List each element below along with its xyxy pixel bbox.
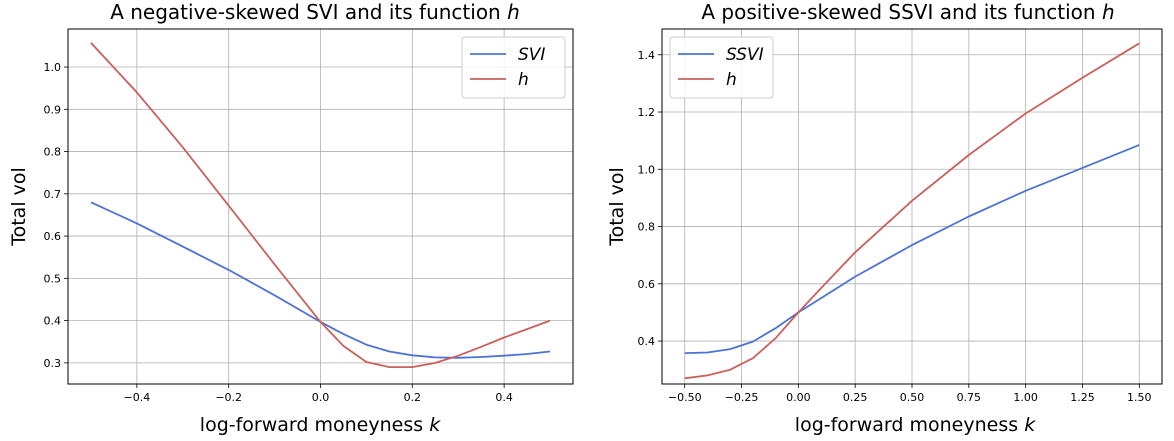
x-tick-label: 0.2 bbox=[404, 391, 422, 404]
x-tick-label: −0.25 bbox=[725, 391, 759, 404]
x-axis-label: log-forward moneyness k bbox=[200, 414, 441, 436]
y-tick-label: 0.4 bbox=[44, 315, 62, 328]
x-tick-label: 0.0 bbox=[312, 391, 330, 404]
legend: SVI h bbox=[461, 36, 566, 99]
chart-title: A negative-skewed SVI and its function h bbox=[110, 0, 520, 24]
y-axis-label: Total vol bbox=[8, 167, 30, 247]
y-tick-label: 0.9 bbox=[44, 103, 62, 116]
x-tick-label: 0.4 bbox=[495, 391, 513, 404]
y-tick-label: 0.7 bbox=[44, 188, 62, 201]
x-tick-label: 0.00 bbox=[786, 391, 811, 404]
x-tick-label: −0.2 bbox=[215, 391, 242, 404]
series-line-h bbox=[684, 42, 1140, 380]
legend: SSVI h bbox=[669, 36, 774, 99]
right-chart-panel: −0.50 −0.25 0.00 0.25 0.50 0.75 1.00 1.25 1.50 0.… bbox=[606, 0, 1163, 436]
y-tick-label: 0.4 bbox=[638, 335, 656, 348]
legend-label: SSVI bbox=[726, 45, 764, 65]
series-line-h bbox=[90, 42, 551, 369]
x-tick-label: 1.25 bbox=[1070, 391, 1095, 404]
y-tick-label: 1.4 bbox=[638, 49, 656, 62]
x-tick-label: 1.50 bbox=[1127, 391, 1152, 404]
y-tick-label: 0.6 bbox=[638, 278, 656, 291]
y-tick-label: 0.5 bbox=[44, 272, 62, 285]
axes-frame bbox=[67, 28, 574, 385]
x-tick-label: 1.00 bbox=[1013, 391, 1038, 404]
legend-label: h bbox=[726, 70, 737, 90]
legend-label: h bbox=[518, 70, 529, 90]
legend-label: SVI bbox=[518, 45, 545, 65]
y-tick-label: 1.0 bbox=[638, 163, 656, 176]
series-line-svi bbox=[90, 201, 551, 359]
axes-frame bbox=[661, 28, 1163, 385]
y-tick-label: 1.0 bbox=[44, 61, 62, 74]
y-tick-label: 0.8 bbox=[44, 146, 62, 159]
y-tick-label: 0.6 bbox=[44, 230, 62, 243]
x-axis-label: log-forward moneyness k bbox=[795, 414, 1036, 436]
y-tick-label: 0.8 bbox=[638, 221, 656, 234]
x-tick-label: 0.50 bbox=[900, 391, 925, 404]
x-tick-label: −0.4 bbox=[124, 391, 151, 404]
chart-title: A positive-skewed SSVI and its function … bbox=[701, 0, 1114, 24]
x-tick-label: 0.75 bbox=[957, 391, 982, 404]
y-axis-label: Total vol bbox=[606, 167, 628, 247]
left-chart-panel: −0.4 −0.2 0.0 0.2 0.4 0.3 0.4 0.5 0.6 0.7 0.8 0.9 1.… bbox=[8, 0, 574, 436]
series-line-ssvi bbox=[684, 144, 1140, 354]
x-tick-label: −0.50 bbox=[668, 391, 702, 404]
y-tick-label: 1.2 bbox=[638, 106, 656, 119]
y-tick-label: 0.3 bbox=[44, 357, 62, 370]
x-tick-label: 0.25 bbox=[843, 391, 868, 404]
